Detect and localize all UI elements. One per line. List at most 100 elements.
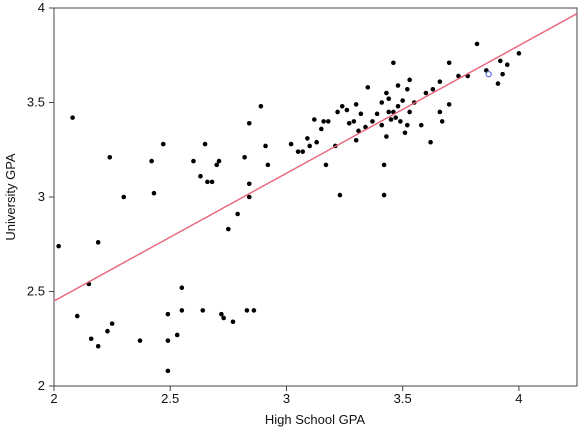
data-point <box>109 321 115 326</box>
y-axis-title: University GPA <box>3 153 18 240</box>
data-point <box>246 181 252 187</box>
data-point <box>363 124 368 130</box>
regression-line-layer <box>53 13 578 302</box>
data-point <box>325 119 331 124</box>
data-point <box>456 73 461 79</box>
data-point <box>335 109 340 115</box>
data-point <box>160 141 166 147</box>
y-tick-label: 2.5 <box>27 284 45 299</box>
data-point <box>200 308 206 313</box>
data-point <box>423 90 429 96</box>
data-point <box>495 81 501 86</box>
data-point <box>314 139 319 145</box>
data-point <box>221 315 226 321</box>
data-point <box>179 308 185 313</box>
data-point <box>251 308 257 313</box>
data-point <box>381 192 387 198</box>
data-point <box>374 111 380 117</box>
data-point <box>288 141 294 147</box>
data-point <box>405 122 410 128</box>
data-point <box>386 109 392 115</box>
data-point <box>305 136 310 141</box>
data-point <box>235 211 240 217</box>
data-point <box>174 332 180 338</box>
data-point <box>398 119 403 124</box>
data-point <box>500 71 505 77</box>
data-point <box>209 179 215 185</box>
data-point <box>407 109 412 115</box>
data-point <box>402 130 408 136</box>
regression-line <box>53 13 578 302</box>
data-point <box>179 285 185 291</box>
data-point <box>351 119 357 124</box>
data-point <box>137 338 143 343</box>
data-point <box>356 128 361 134</box>
data-point <box>198 173 203 179</box>
x-tick-label: 4 <box>515 391 522 406</box>
data-point <box>149 158 154 164</box>
y-tick-label: 4 <box>38 0 45 15</box>
data-point <box>428 139 433 145</box>
plot-frame <box>53 7 578 387</box>
data-point <box>105 328 110 334</box>
x-axis-title: High School GPA <box>265 412 366 427</box>
data-point <box>395 83 401 88</box>
data-point <box>202 141 208 147</box>
data-point <box>226 226 231 232</box>
data-point <box>323 162 329 168</box>
data-point <box>219 311 224 317</box>
y-tick-label: 2 <box>38 378 45 393</box>
data-point <box>165 368 171 374</box>
data-point <box>381 162 387 168</box>
data-point <box>263 143 268 149</box>
data-point <box>258 103 264 109</box>
data-point <box>504 62 510 67</box>
data-point <box>393 115 398 120</box>
data-point <box>474 41 480 47</box>
data-point <box>358 111 364 117</box>
data-point <box>95 344 101 349</box>
data-point <box>230 319 236 325</box>
data-point <box>74 313 80 319</box>
data-point <box>244 308 250 313</box>
x-tick-label: 2.5 <box>161 391 179 406</box>
data-point <box>205 179 210 185</box>
data-point <box>165 338 171 343</box>
data-point <box>242 155 247 160</box>
data-point <box>165 311 171 317</box>
data-point <box>391 109 396 115</box>
data-point <box>386 96 392 102</box>
data-point <box>191 158 196 164</box>
data-point <box>151 190 157 196</box>
data-point <box>370 119 375 124</box>
data-point <box>407 77 412 83</box>
highlighted-point <box>485 70 492 78</box>
data-point <box>379 100 385 105</box>
data-point <box>346 120 352 126</box>
x-tick-label: 3 <box>283 391 290 406</box>
data-point <box>307 143 312 149</box>
data-points <box>56 41 522 374</box>
data-point <box>246 120 252 126</box>
data-point <box>384 134 389 139</box>
data-point <box>339 103 345 109</box>
data-point <box>214 162 220 168</box>
data-point <box>353 102 359 107</box>
data-point <box>56 243 61 249</box>
data-point <box>70 115 75 120</box>
data-point <box>107 155 113 160</box>
data-point <box>379 122 385 128</box>
data-point <box>121 194 127 200</box>
data-point <box>395 103 401 109</box>
data-point <box>400 98 405 103</box>
data-point <box>321 119 326 124</box>
data-point <box>437 79 443 85</box>
data-point <box>391 60 396 66</box>
data-point <box>384 90 389 96</box>
data-point <box>439 119 445 124</box>
axis-ticks: 2 2.5 3 3.5 4 2 2.5 3 3.5 4 <box>27 0 523 406</box>
data-point <box>95 240 101 245</box>
x-tick-label: 3.5 <box>394 391 412 406</box>
x-tick-label: 2 <box>50 391 57 406</box>
